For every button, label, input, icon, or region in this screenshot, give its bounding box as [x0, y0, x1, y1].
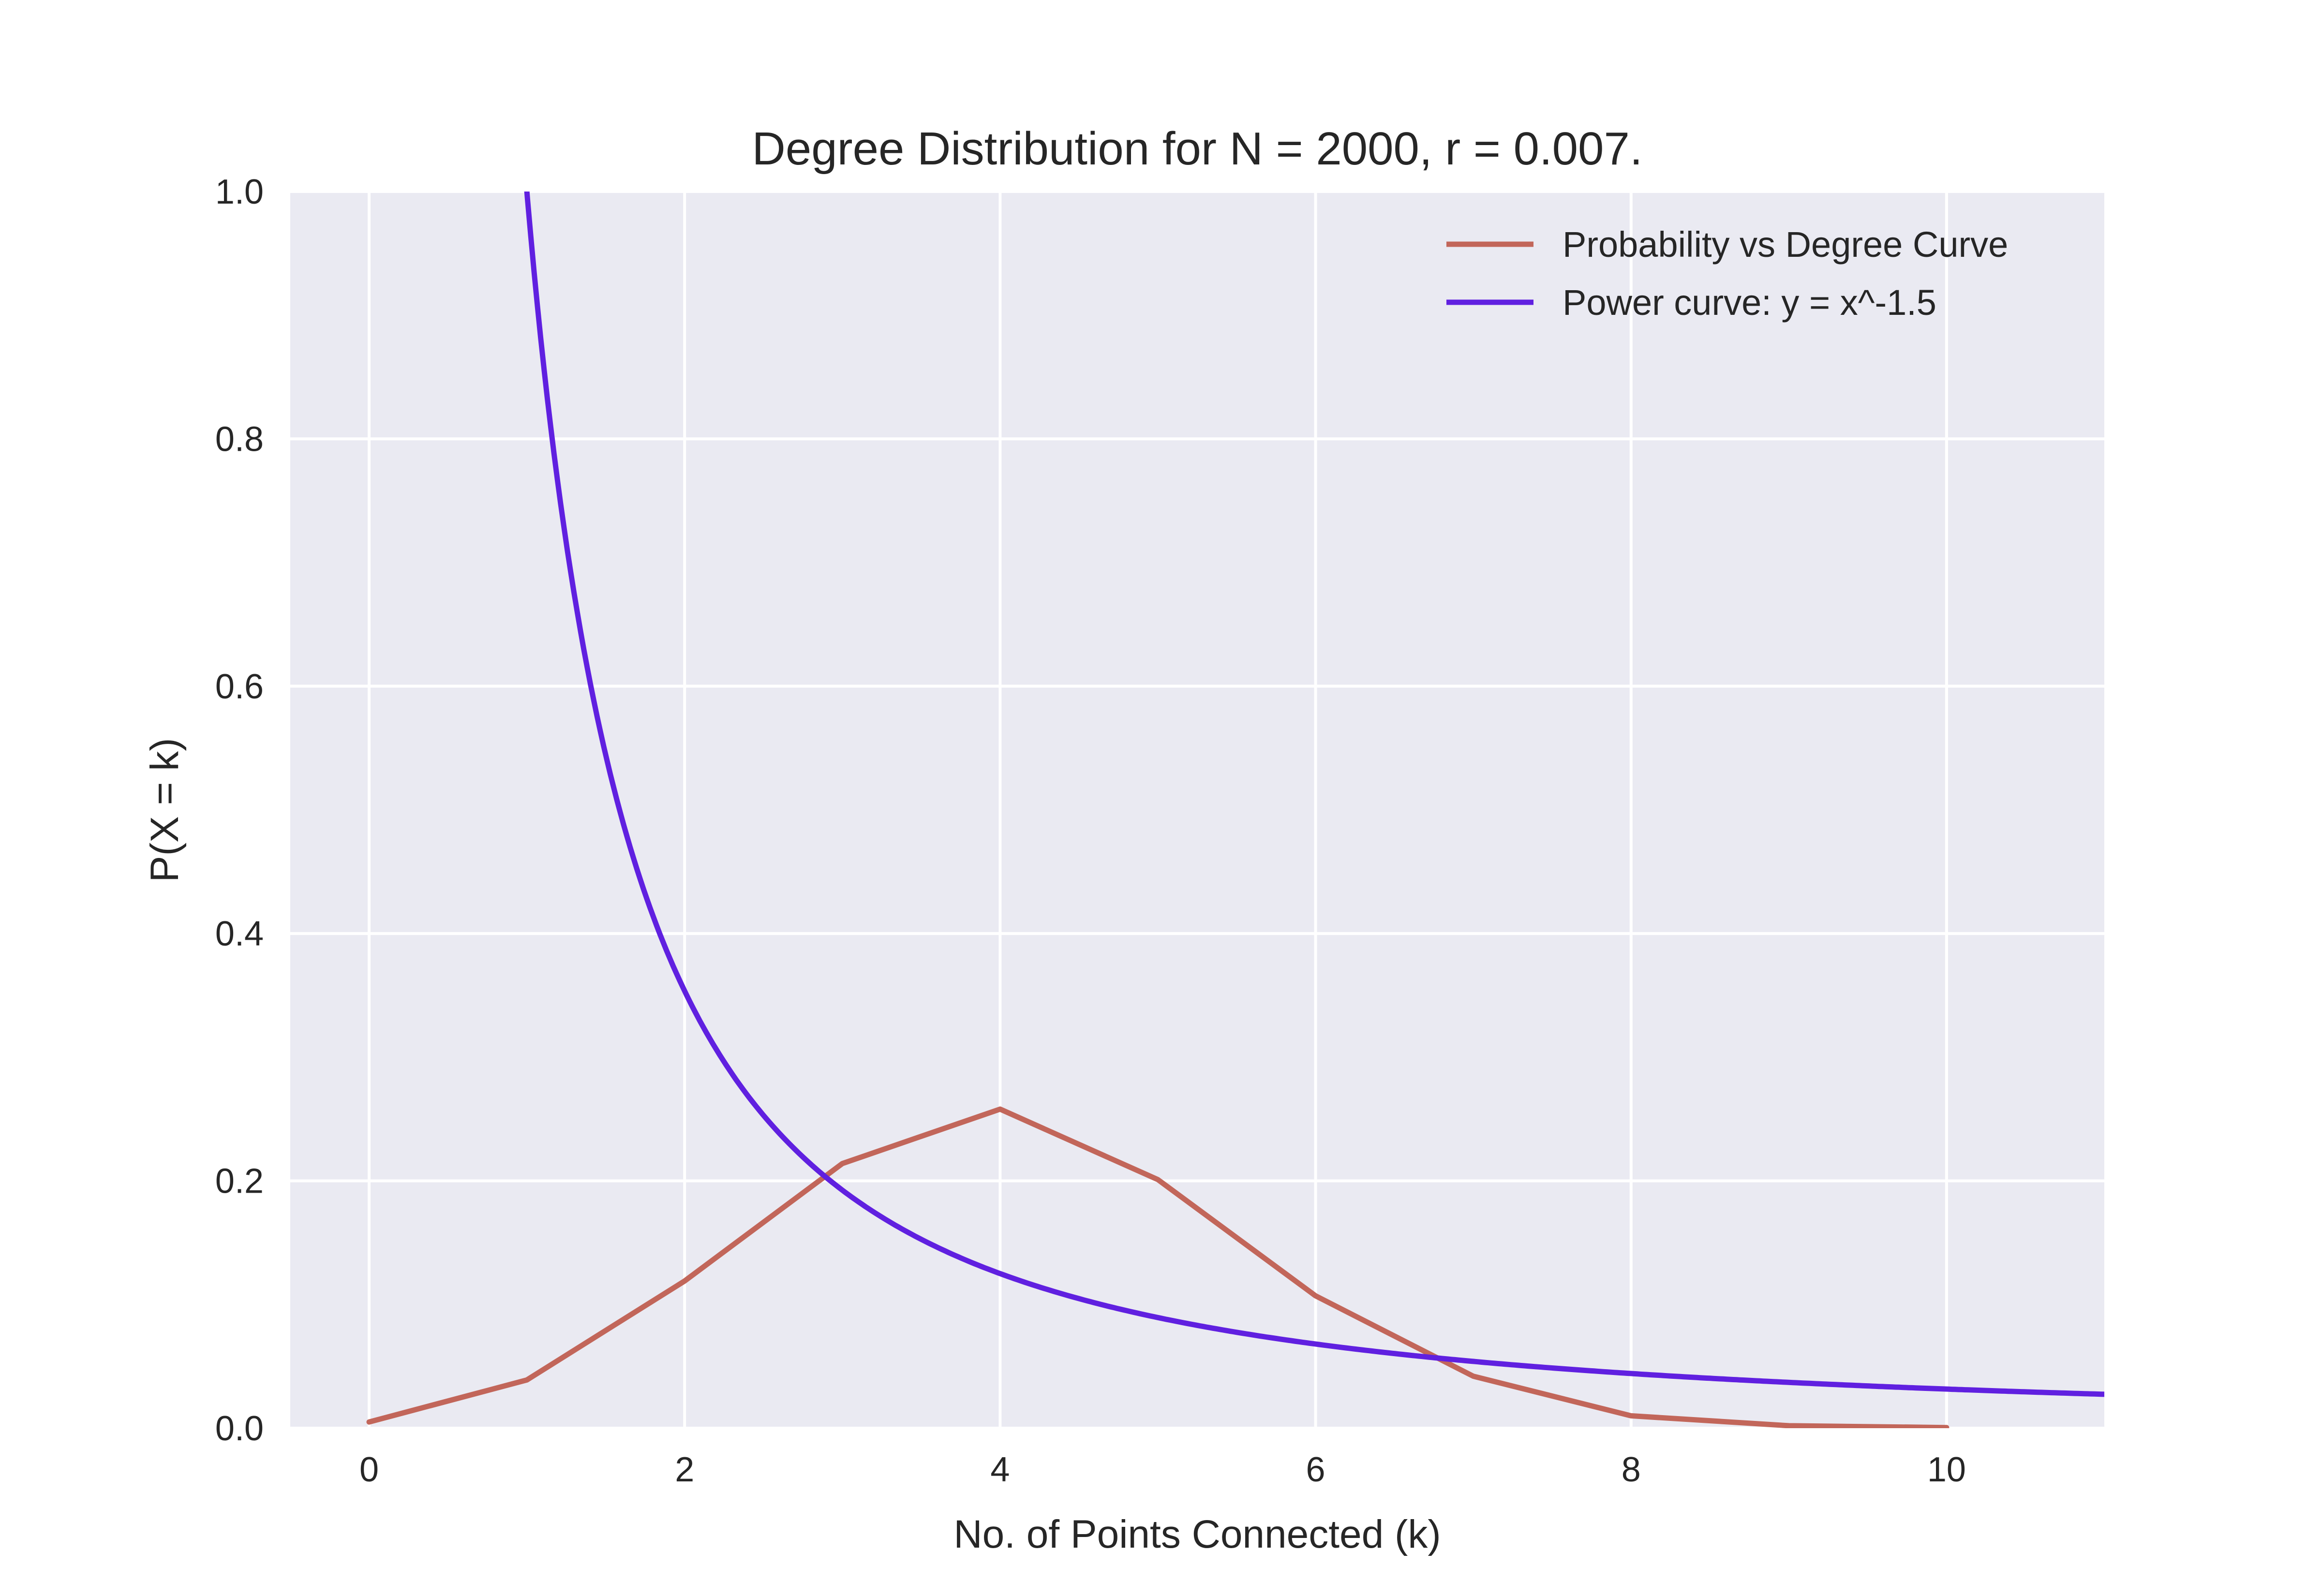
series-layer [366, 192, 2104, 1428]
tick-labels: 0 2 4 6 8 10 0.0 0.2 0.4 0.6 0.8 1.0 [215, 173, 1966, 1489]
y-tick-label: 1.0 [215, 173, 264, 211]
series-line-1 [366, 1106, 1950, 1428]
x-tick-label: 8 [1622, 1450, 1641, 1489]
x-tick-label: 4 [990, 1450, 1010, 1489]
y-tick-label: 0.6 [215, 667, 264, 706]
y-tick-label: 0.8 [215, 420, 264, 458]
legend-label: Power curve: y = x^-1.5 [1563, 282, 1936, 323]
y-tick-label: 0.4 [215, 915, 264, 953]
legend-label: Probability vs Degree Curve [1563, 224, 2008, 265]
y-tick-label: 0.0 [215, 1409, 264, 1448]
y-axis-label: P(X = k) [143, 738, 187, 882]
x-tick-label: 10 [1927, 1450, 1966, 1489]
x-axis-label: No. of Points Connected (k) [953, 1512, 1441, 1556]
y-tick-label: 0.2 [215, 1162, 264, 1201]
series-line-2 [524, 192, 2104, 1397]
plot-area [290, 192, 2104, 1428]
x-tick-label: 0 [359, 1450, 379, 1489]
x-tick-label: 2 [675, 1450, 694, 1489]
chart-title: Degree Distribution for N = 2000, r = 0.… [752, 123, 1642, 175]
grid [290, 190, 2104, 1430]
legend: Probability vs Degree Curve Power curve: … [1446, 224, 2008, 323]
x-tick-label: 6 [1306, 1450, 1325, 1489]
